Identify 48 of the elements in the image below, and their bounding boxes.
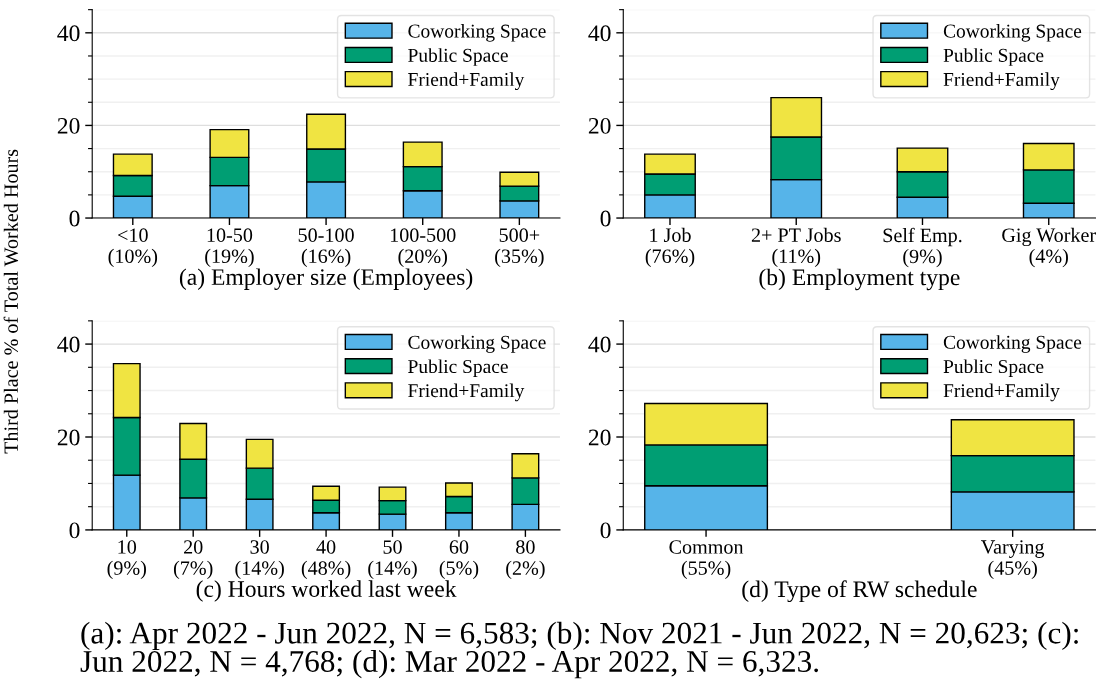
x-tick-label: 2+ PT Jobs (11%) xyxy=(751,227,841,268)
legend-label: Friend+Family xyxy=(408,383,525,402)
legend-label: Public Space xyxy=(943,359,1044,378)
x-tick-label: Self Emp. (9%) xyxy=(883,227,962,268)
y-tick-label: 0 xyxy=(69,210,80,227)
text: (a): Apr 2022 - Jun 2022, N = 6,583; (b): Nov 2021 - Jun 2022, N = 20,623; (c): Jun 2022, N = 4,768; (d): Mar 2022 - Apr 2022, N = 6,323. xyxy=(80,621,1078,679)
x-tick-label: 30 (14%) xyxy=(235,540,284,579)
x-tick-label: Gig Worker (4%) xyxy=(1002,227,1096,268)
y-tick-label: 40 xyxy=(588,25,611,42)
y-tick-label: 0 xyxy=(69,522,80,539)
legend-label: Friend+Family xyxy=(408,72,525,91)
x-tick-label: 50-100 (16%) xyxy=(298,228,354,268)
x-tick-label: 40 (48%) xyxy=(301,540,351,579)
legend-label: Friend+Family xyxy=(943,72,1060,91)
x-tick-label: 50 (14%) xyxy=(368,540,417,579)
legend-label: Coworking Space xyxy=(408,23,546,42)
x-tick-label: <10 (10%) xyxy=(108,228,158,268)
x-axis-title: (b) Employment type xyxy=(759,268,960,291)
x-axis-title: (c) Hours worked last week xyxy=(196,580,457,602)
x-tick-label: 80 (2%) xyxy=(506,540,545,579)
legend-label: Coworking Space xyxy=(943,23,1082,42)
y-tick-label: 40 xyxy=(588,336,611,353)
x-tick-label: 20 (7%) xyxy=(173,540,213,579)
y-tick-label: 40 xyxy=(57,25,80,42)
y-tick-label: 20 xyxy=(588,117,611,134)
x-tick-label: Varying (45%) xyxy=(981,540,1045,579)
x-axis-title: (d) Type of RW schedule xyxy=(742,580,977,603)
legend-label: Public Space xyxy=(408,48,508,66)
y-tick-label: 0 xyxy=(600,522,611,539)
y-tick-label: 40 xyxy=(57,336,80,353)
x-tick-label: 500+ (35%) xyxy=(495,228,544,268)
x-tick-label: 100-500 (20%) xyxy=(390,228,456,268)
y-tick-label: 0 xyxy=(600,210,611,227)
x-tick-label: 60 (5%) xyxy=(439,540,479,579)
legend-label: Friend+Family xyxy=(943,383,1060,402)
legend-label: Coworking Space xyxy=(408,335,546,353)
x-tick-label: 10 (9%) xyxy=(107,540,147,579)
y-tick-label: 20 xyxy=(588,429,611,446)
legend-label: Public Space xyxy=(408,359,508,378)
legend-label: Public Space xyxy=(943,48,1044,66)
y-axis-title: Third Place % of Total Worked Hours xyxy=(3,149,19,454)
x-tick-label: 1 Job (76%) xyxy=(645,227,695,268)
y-tick-label: 20 xyxy=(57,117,80,134)
x-tick-label: Common (55%) xyxy=(669,540,744,579)
x-axis-title: (a) Employer size (Employees) xyxy=(179,268,473,290)
x-tick-label: 10-50 (19%) xyxy=(205,228,254,268)
legend-label: Coworking Space xyxy=(943,335,1082,353)
y-tick-label: 20 xyxy=(57,429,80,446)
